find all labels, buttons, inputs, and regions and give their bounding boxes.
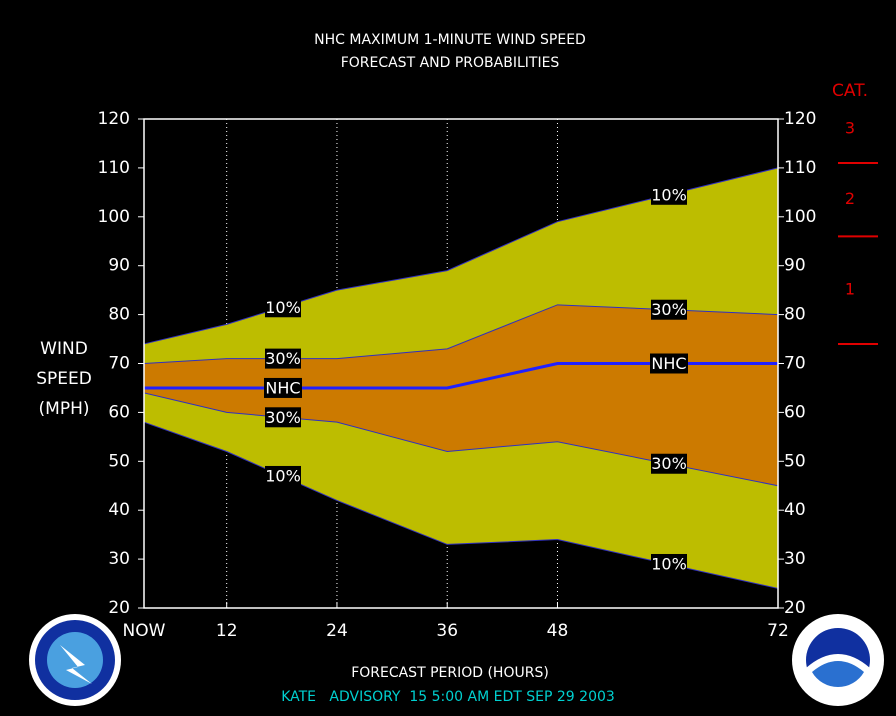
y2-tick-label: 30	[784, 549, 806, 569]
y-tick-label: 120	[98, 109, 130, 129]
x-tick-label: 48	[547, 621, 569, 641]
y-tick-label: 90	[108, 256, 130, 276]
series-label-bg	[651, 184, 687, 205]
x-tick-label: 36	[436, 621, 458, 641]
series-label: NHC	[265, 378, 300, 397]
series-label-bg	[264, 377, 302, 398]
nws-logo	[29, 614, 121, 706]
y2-tick-label: 50	[784, 451, 806, 471]
series-label: NHC	[651, 354, 686, 373]
y-tick-label: 80	[108, 305, 130, 325]
series-label: 10%	[651, 185, 687, 204]
band-edge	[143, 421, 779, 589]
series-label-bg	[651, 453, 687, 474]
band-edge	[143, 304, 779, 364]
series-label-bg	[265, 465, 301, 486]
y2-tick-label: 70	[784, 354, 806, 374]
category-label: 2	[845, 189, 855, 208]
y2-tick-label: 110	[784, 158, 816, 178]
y2-tick-label: 40	[784, 500, 806, 520]
category-label: 3	[845, 119, 855, 138]
forecast-line	[144, 362, 778, 390]
y-tick-label: 100	[98, 207, 130, 227]
y-tick-label: 60	[108, 402, 130, 422]
y-tick-label: 70	[108, 354, 130, 374]
x-tick-label: NOW	[123, 621, 166, 641]
series-label-bg	[650, 353, 688, 374]
noaa-logo	[792, 614, 884, 706]
y-label: (MPH)	[39, 399, 90, 419]
y2-tick-label: 60	[784, 402, 806, 422]
y2-tick-label: 20	[784, 598, 806, 618]
series-label: 30%	[651, 454, 687, 473]
band-edge	[143, 392, 779, 487]
chart-subtitle: FORECAST AND PROBABILITIES	[341, 55, 560, 71]
probability-band	[144, 304, 778, 486]
series-label-bg	[651, 553, 687, 574]
series-label-bg	[265, 297, 301, 318]
y-tick-label: 30	[108, 549, 130, 569]
y2-tick-label: 100	[784, 207, 816, 227]
y2-tick-label: 90	[784, 256, 806, 276]
y2-tick-label: 120	[784, 109, 816, 129]
series-label-bg	[265, 348, 301, 369]
y2-tick-label: 80	[784, 305, 806, 325]
series-label-bg	[265, 407, 301, 428]
series-label-bg	[651, 299, 687, 320]
series-label: 10%	[265, 298, 301, 317]
y-tick-label: 110	[98, 158, 130, 178]
series-label: 30%	[265, 408, 301, 427]
y-tick-label: 50	[108, 451, 130, 471]
chart-title: NHC MAXIMUM 1-MINUTE WIND SPEED	[314, 32, 586, 48]
y-label: WIND	[40, 339, 88, 359]
y-tick-label: 40	[108, 500, 130, 520]
category-title: CAT.	[832, 81, 868, 101]
x-tick-label: 24	[326, 621, 348, 641]
x-tick-label: 12	[216, 621, 238, 641]
series-label: 30%	[651, 300, 687, 319]
x-label: FORECAST PERIOD (HOURS)	[351, 665, 549, 681]
x-tick-label: 72	[767, 621, 789, 641]
series-label: 10%	[265, 466, 301, 485]
category-label: 1	[845, 280, 855, 299]
y-label: SPEED	[36, 369, 92, 389]
y-tick-label: 20	[108, 598, 130, 618]
series-label: 30%	[265, 349, 301, 368]
series-label: 10%	[651, 554, 687, 573]
footer: KATE ADVISORY 15 5:00 AM EDT SEP 29 2003	[281, 689, 615, 705]
band-edge	[143, 167, 779, 345]
